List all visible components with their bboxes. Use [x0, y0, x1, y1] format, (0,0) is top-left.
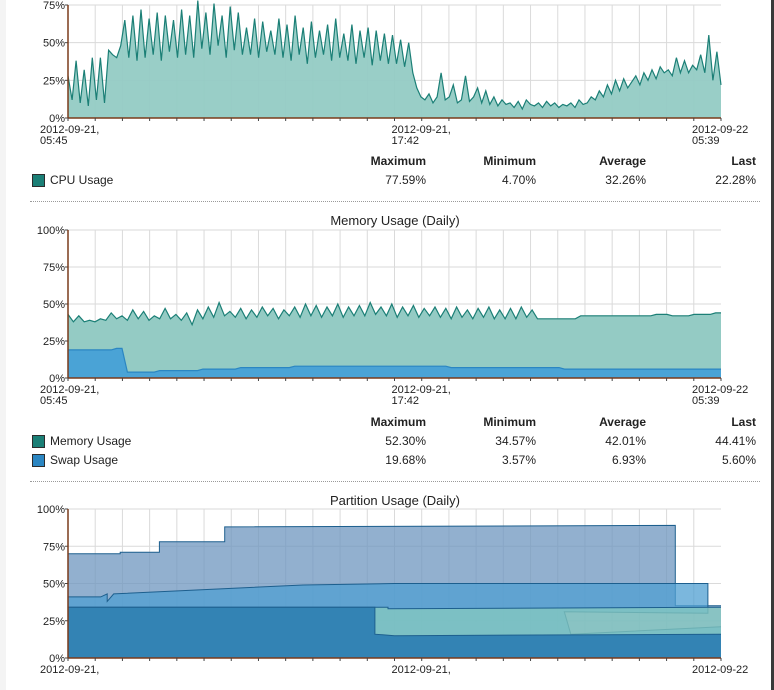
x-tick-label: 2012-09-21, [40, 664, 99, 676]
legend-header-maximum: Maximum [370, 415, 426, 429]
partition-line [68, 524, 721, 607]
legend-label: Swap Usage [50, 453, 119, 467]
y-tick-label: 75% [43, 0, 65, 12]
memory-usage-line [67, 300, 721, 327]
y-tick-label: 25% [43, 75, 65, 87]
x-tick-label: 2012-09-21, [392, 384, 451, 396]
cpu-min-value: 4.70% [501, 173, 536, 187]
swap-max-value: 19.68% [385, 453, 426, 467]
x-tick-label: 2012-09-21, [40, 124, 99, 136]
x-tick-label: 2012-09-22 [692, 664, 748, 676]
memory-chart-title: Memory Usage (Daily) [330, 213, 460, 228]
swap-usage-line [68, 347, 721, 373]
cpu-usage-area [68, 0, 721, 118]
partition-usage-chart: 100%75%50%25%0%2012-09-21, 2012-09-21, 201… [37, 504, 748, 676]
x-tick-label: 2012-09-22 [692, 384, 748, 396]
y-tick-label: 25% [43, 336, 65, 348]
y-tick-label: 75% [43, 262, 65, 274]
legend-header-last: Last [731, 154, 756, 168]
swap-min-value: 3.57% [501, 453, 536, 467]
legend-label: CPU Usage [50, 173, 114, 187]
legend-label: Memory Usage [50, 434, 132, 448]
cpu-usage-chart: 75%50%25%0%2012-09-21,05:452012-09-21,17… [40, 0, 748, 147]
partition-line [68, 606, 722, 637]
legend-header-last: Last [731, 415, 756, 429]
y-tick-label: 100% [37, 504, 65, 516]
x-tick-label: 05:45 [40, 135, 68, 147]
legend-header-average: Average [599, 415, 646, 429]
partition-area [68, 607, 721, 658]
memory-max-value: 52.30% [385, 434, 426, 448]
x-tick-label: 2012-09-21, [392, 664, 451, 676]
legend-header-maximum: Maximum [370, 154, 426, 168]
y-tick-label: 50% [43, 38, 65, 50]
x-tick-label: 05:39 [692, 395, 720, 407]
y-tick-label: 75% [43, 541, 65, 553]
cpu-max-value: 77.59% [385, 173, 426, 187]
swap-usage-area [68, 348, 721, 378]
memory-usage-chart: 100%75%50%25%0%2012-09-21,05:452012-09-2… [37, 225, 748, 407]
x-tick-label: 17:42 [392, 395, 420, 407]
window-left-edge [0, 0, 6, 690]
y-tick-label: 0% [49, 113, 65, 125]
x-tick-label: 17:42 [392, 135, 420, 147]
y-tick-label: 50% [43, 579, 65, 591]
cpu-avg-value: 32.26% [605, 173, 646, 187]
swap-usage-swatch [32, 454, 45, 467]
cpu-usage-swatch [32, 174, 45, 187]
swap-last-value: 5.60% [721, 453, 756, 467]
legend-row-cpu-usage[interactable]: CPU Usage [32, 173, 332, 189]
cpu-last-value: 22.28% [715, 173, 756, 187]
legend-header-average: Average [599, 154, 646, 168]
legend-header-minimum: Minimum [483, 415, 536, 429]
memory-min-value: 34.57% [495, 434, 536, 448]
memory-avg-value: 42.01% [605, 434, 646, 448]
legend-row-swap-usage[interactable]: Swap Usage [32, 453, 332, 469]
section-divider [30, 481, 760, 482]
swap-avg-value: 6.93% [611, 453, 646, 467]
y-tick-label: 100% [37, 225, 65, 237]
cpu-usage-line [67, 0, 722, 111]
y-tick-label: 25% [43, 616, 65, 628]
y-tick-label: 0% [49, 653, 65, 665]
legend-row-memory-usage[interactable]: Memory Usage [32, 434, 332, 450]
x-tick-label: 05:45 [40, 395, 68, 407]
window-right-edge [771, 0, 774, 690]
section-divider [30, 201, 760, 202]
memory-usage-area [68, 302, 721, 378]
x-tick-label: 2012-09-21, [40, 384, 99, 396]
x-tick-label: 2012-09-22 [692, 124, 748, 136]
x-tick-label: 05:39 [692, 135, 720, 147]
partition-chart-title: Partition Usage (Daily) [329, 493, 461, 508]
memory-last-value: 44.41% [715, 434, 756, 448]
memory-usage-swatch [32, 435, 45, 448]
x-tick-label: 2012-09-21, [392, 124, 451, 136]
y-tick-label: 50% [43, 299, 65, 311]
y-tick-label: 0% [49, 373, 65, 385]
legend-header-minimum: Minimum [483, 154, 536, 168]
